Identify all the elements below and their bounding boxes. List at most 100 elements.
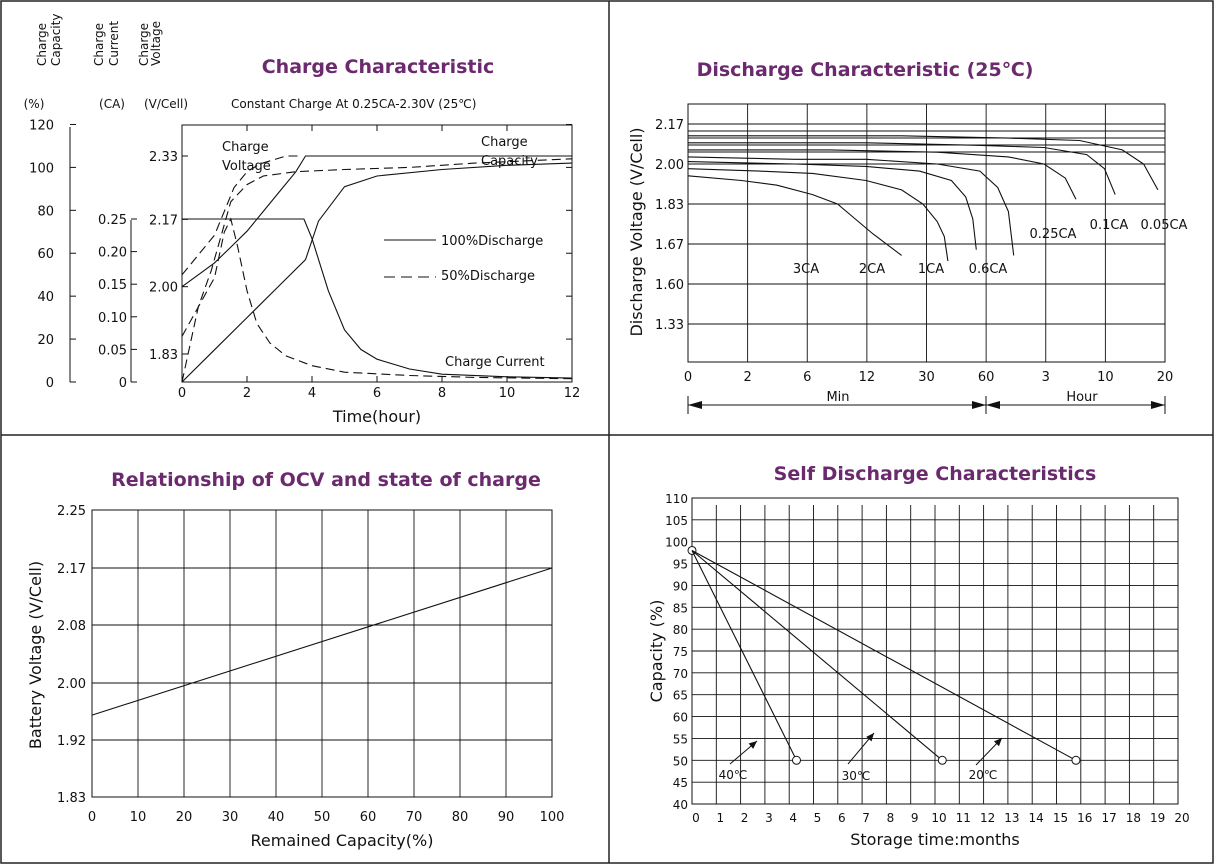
- x-tick-label: 3: [765, 811, 773, 825]
- x-tick-label: 6: [838, 811, 846, 825]
- voltage-tick-label: 2.00: [149, 281, 178, 296]
- axis-unit: (V/Cell): [144, 97, 188, 111]
- arrow-head: [972, 401, 986, 409]
- pointer-arrow-head: [993, 738, 1002, 747]
- capacity-tick-label: 100: [29, 161, 54, 176]
- x-tick-label: 0: [692, 811, 700, 825]
- series-line: [181, 158, 573, 383]
- self-discharge-line: [691, 550, 1077, 761]
- x-tick-label: 70: [406, 810, 423, 825]
- x-tick-label: 13: [1004, 811, 1019, 825]
- pointer-arrow-head: [866, 733, 874, 742]
- x-tick-label: 60: [360, 810, 377, 825]
- x-tick-label: 2: [741, 811, 749, 825]
- y-tick-label: 45: [673, 776, 688, 790]
- axis-header-line: Current: [107, 21, 121, 66]
- capacity-tick-label: 60: [37, 247, 54, 262]
- y-tick-label: 2.25: [57, 504, 86, 519]
- annotation-charge-capacity: Capacity: [481, 154, 538, 169]
- curve-label: 0.1CA: [1090, 218, 1129, 233]
- x-axis-label: Remained Capacity(%): [251, 831, 434, 850]
- capacity-tick-label: 20: [37, 333, 54, 348]
- x-tick-label: 5: [814, 811, 822, 825]
- voltage-tick-label: 1.83: [149, 348, 178, 363]
- x-axis-label: Storage time:months: [850, 830, 1020, 849]
- x-tick-label: 20: [1174, 811, 1189, 825]
- curve-label: 0.25CA: [1030, 227, 1077, 242]
- y-axis-label: Capacity (%): [647, 600, 666, 703]
- discharge-curve: [688, 142, 1116, 195]
- y-tick-label: 60: [673, 711, 688, 725]
- y-tick-label: 2.08: [57, 619, 86, 634]
- x-tick-label: 60: [978, 370, 995, 385]
- chart-ocv-state-of-charge: Relationship of OCV and state of charge B…: [26, 469, 564, 850]
- y-tick-label: 100: [665, 536, 688, 550]
- chart-title: Charge Characteristic: [262, 56, 495, 78]
- current-tick-label: 0.15: [98, 278, 127, 293]
- annotation-charge-voltage: Charge: [222, 140, 269, 155]
- x-tick-label: 10: [130, 810, 147, 825]
- y-tick-label: 1.83: [57, 791, 86, 806]
- capacity-tick-label: 120: [29, 118, 54, 133]
- x-tick-label: 10: [499, 386, 516, 401]
- current-tick-label: 0.05: [98, 343, 127, 358]
- axis-header-line: Charge: [92, 23, 106, 66]
- x-tick-label: 12: [980, 811, 995, 825]
- y-tick-label: 95: [673, 558, 688, 572]
- x-tick-label: 15: [1053, 811, 1068, 825]
- x-tick-label: 40: [268, 810, 285, 825]
- y-tick-label: 65: [673, 689, 688, 703]
- curve-label: 2CA: [859, 262, 885, 277]
- x-tick-label: 0: [684, 370, 692, 385]
- y-tick-label: 1.60: [655, 278, 684, 293]
- x-tick-label: 4: [789, 811, 797, 825]
- x-tick-label: 100: [540, 810, 565, 825]
- self-discharge-line: [691, 550, 943, 761]
- unit-label-hour: Hour: [1066, 390, 1098, 405]
- chart-subtitle: Constant Charge At 0.25CA-2.30V (25℃): [231, 97, 476, 111]
- x-tick-label: 10: [1097, 370, 1114, 385]
- discharge-curve: [687, 175, 902, 256]
- voltage-tick-label: 2.33: [149, 150, 178, 165]
- x-tick-label: 16: [1077, 811, 1092, 825]
- y-tick-label: 1.92: [57, 734, 86, 749]
- temperature-label: 20℃: [969, 768, 998, 782]
- curve-label: 0.05CA: [1141, 218, 1188, 233]
- chart-title: Self Discharge Characteristics: [774, 463, 1097, 485]
- x-tick-label: 2: [743, 370, 751, 385]
- unit-label-min: Min: [826, 390, 849, 405]
- x-tick-label: 0: [178, 386, 186, 401]
- capacity-tick-label: 80: [37, 204, 54, 219]
- x-tick-label: 17: [1101, 811, 1116, 825]
- y-tick-label: 2.17: [57, 562, 86, 577]
- current-tick-label: 0.10: [98, 311, 127, 326]
- axis-unit: (%): [24, 97, 45, 111]
- temperature-label: 40℃: [719, 768, 748, 782]
- x-tick-label: 19: [1150, 811, 1165, 825]
- x-tick-label: 18: [1126, 811, 1141, 825]
- pointer-arrow-head: [748, 741, 757, 749]
- x-tick-label: 30: [918, 370, 935, 385]
- curve-label: 3CA: [793, 262, 819, 277]
- series-line: [181, 155, 299, 276]
- axis-unit: (CA): [99, 97, 125, 111]
- x-tick-label: 3: [1042, 370, 1050, 385]
- x-axis-label: Time(hour): [332, 407, 421, 426]
- arrow-head: [1151, 401, 1165, 409]
- chart-discharge-characteristic: Discharge Characteristic (25℃) Discharge …: [627, 59, 1188, 414]
- x-tick-label: 8: [887, 811, 895, 825]
- y-tick-label: 1.33: [655, 318, 684, 333]
- y-tick-label: 90: [673, 579, 688, 593]
- y-tick-label: 85: [673, 601, 688, 615]
- y-tick-label: 70: [673, 667, 688, 681]
- discharge-curve: [687, 161, 977, 250]
- discharge-curve: [687, 156, 1015, 256]
- x-tick-label: 9: [911, 811, 919, 825]
- y-tick-label: 2.00: [655, 158, 684, 173]
- annotation-charge-current: Charge Current: [445, 355, 545, 370]
- annotation-charge-capacity: Charge: [481, 135, 528, 150]
- capacity-tick-label: 0: [46, 376, 54, 391]
